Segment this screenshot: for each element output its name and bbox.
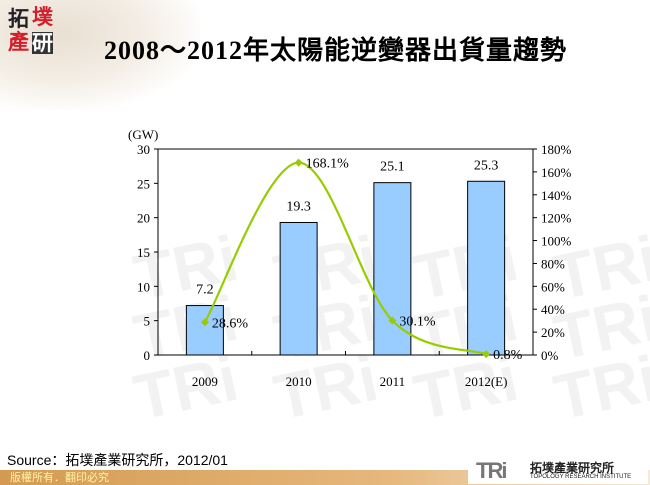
brand-mark: TRi xyxy=(476,458,507,483)
bar xyxy=(279,221,318,356)
header-background xyxy=(0,0,200,110)
copyright-text: 版權所有．翻印必究 xyxy=(10,471,109,484)
bar-data-label: 7.2 xyxy=(196,283,214,298)
y-axis-label: (GW) xyxy=(128,127,158,142)
bar-data-label: 25.3 xyxy=(474,158,499,173)
y2-tick-label: 140% xyxy=(541,188,572,203)
page-title: 2008～2012年太陽能逆變器出貨量趨勢 xyxy=(104,36,568,65)
bar-data-label: 25.1 xyxy=(380,160,405,175)
line-data-label: 0.8% xyxy=(493,348,523,363)
growth-line xyxy=(203,161,487,356)
x-tick-label: 2010 xyxy=(286,374,312,389)
y2-tick-label: 100% xyxy=(541,234,572,249)
x-tick-label: 2011 xyxy=(380,374,406,389)
logo-char: 產 xyxy=(8,30,29,54)
x-tick-label: 2012(E) xyxy=(465,374,508,389)
y2-tick-label: 40% xyxy=(541,302,565,317)
y2-tick-label: 120% xyxy=(541,211,572,226)
y-tick-label: 20 xyxy=(137,211,150,226)
source-note: Source：拓墣產業研究所，2012/01 xyxy=(7,452,228,468)
x-tick-label: 2009 xyxy=(192,374,218,389)
line-marker xyxy=(294,158,303,167)
bar-data-label: 19.3 xyxy=(286,199,311,214)
y-tick-label: 30 xyxy=(137,142,150,157)
y2-tick-label: 60% xyxy=(541,279,565,294)
y2-tick-label: 80% xyxy=(541,256,565,271)
line-data-label: 30.1% xyxy=(399,315,436,330)
bar xyxy=(185,305,224,356)
y2-tick-label: 20% xyxy=(541,325,565,340)
line-data-label: 28.6% xyxy=(212,316,249,331)
logo-char: 拓 xyxy=(8,7,29,31)
brand-name-cn: 拓墣產業研究所 xyxy=(530,461,615,475)
y-tick-label: 15 xyxy=(137,245,150,260)
logo: 拓 墣 產 研 xyxy=(8,6,60,56)
y-tick-label: 10 xyxy=(137,279,150,294)
line-data-label: 168.1% xyxy=(306,157,350,172)
brand-logo: TRi 拓墣產業研究所 TOPOLOGY RESEARCH INSTITUTE xyxy=(468,458,648,484)
line-marker xyxy=(482,350,491,359)
y-tick-label: 25 xyxy=(137,176,150,191)
logo-char: 墣 xyxy=(32,5,53,29)
brand-name-en: TOPOLOGY RESEARCH INSTITUTE xyxy=(530,474,632,480)
bar xyxy=(467,180,506,356)
y2-tick-label: 160% xyxy=(541,165,572,180)
line-marker xyxy=(200,318,209,327)
y-tick-label: 5 xyxy=(144,314,151,329)
line-marker xyxy=(388,316,397,325)
y-tick-label: 0 xyxy=(144,348,151,363)
logo-char: 研 xyxy=(32,31,53,55)
bar xyxy=(373,182,412,356)
y2-tick-label: 0% xyxy=(541,348,559,363)
y2-tick-label: 180% xyxy=(541,142,572,157)
